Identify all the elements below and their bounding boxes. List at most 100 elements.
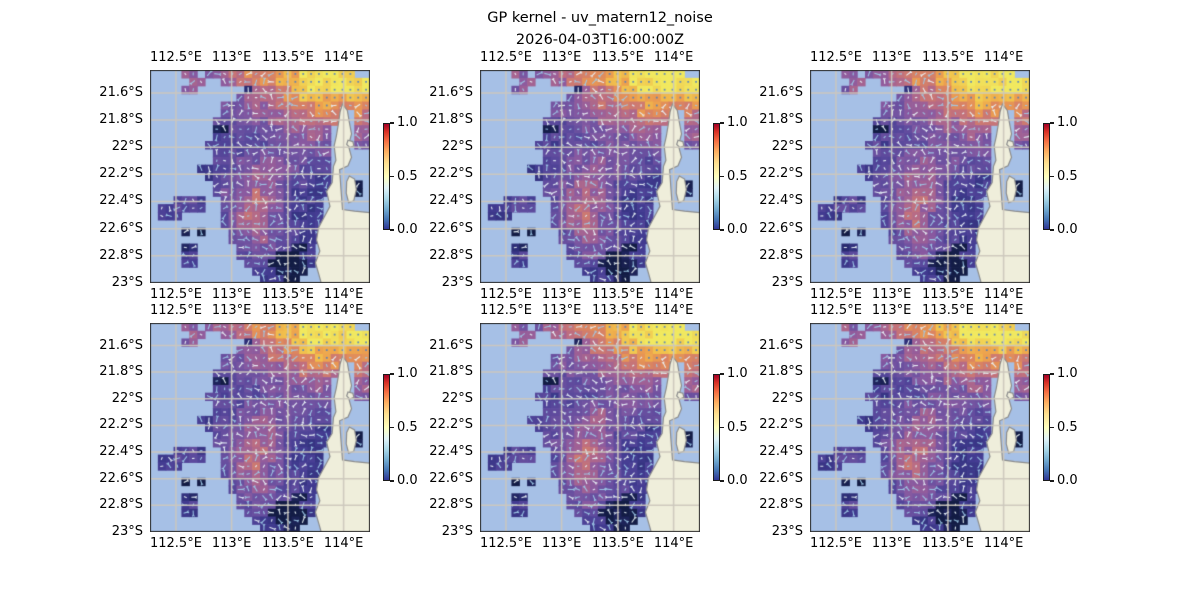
colorbar-tick-label: 0.5 <box>1057 419 1078 435</box>
colorbar-r1c2 <box>1043 374 1050 481</box>
y-tick-label: 22.6°S <box>759 470 803 486</box>
x-tick-label-bottom: 114°E <box>983 287 1024 302</box>
colorbar-tickmark <box>1050 373 1054 375</box>
y-tick-label: 23°S <box>441 274 473 290</box>
colorbar-tick-label: 0.5 <box>727 168 748 184</box>
colorbar-tickmark <box>720 175 724 178</box>
colorbar-r1c1 <box>713 374 720 481</box>
colorbar-tick-label: 1.0 <box>727 115 748 130</box>
y-tick-label: 21.6°S <box>759 85 803 100</box>
x-tick-label-top: 112.5°E <box>479 303 532 318</box>
y-tick-label: 22.4°S <box>99 193 143 209</box>
y-tick-label: 22.6°S <box>99 220 143 236</box>
x-tick-label-bottom: 112.5°E <box>149 287 202 302</box>
colorbar-tickmark <box>390 122 394 124</box>
y-tick-label: 22°S <box>111 139 143 155</box>
y-tick-label: 22.6°S <box>429 220 473 236</box>
y-tick-label: 23°S <box>771 523 803 539</box>
y-tick-label: 23°S <box>771 274 803 290</box>
colorbar-tick-label: 1.0 <box>397 115 418 130</box>
map-plot-r1c1 <box>480 323 700 532</box>
map-plot-r0c1 <box>480 70 700 283</box>
colorbar-tickmark <box>720 229 724 231</box>
x-tick-label-bottom: 113°E <box>541 287 582 302</box>
y-tick-label: 21.6°S <box>759 337 803 353</box>
y-tick-label: 22°S <box>771 139 803 155</box>
y-tick-label: 22.2°S <box>99 417 143 433</box>
x-tick-label-bottom: 112.5°E <box>479 536 532 551</box>
x-tick-label-top: 113°E <box>541 303 582 318</box>
x-tick-label-top: 114°E <box>653 50 694 65</box>
y-tick-label: 22.2°S <box>759 417 803 433</box>
colorbar-tick-label: 0.0 <box>1057 222 1078 237</box>
x-tick-label-top: 113°E <box>541 50 582 65</box>
colorbar-tick-label: 0.5 <box>1057 168 1078 184</box>
colorbar-tick-label: 0.0 <box>727 222 748 237</box>
colorbar-tick-label: 1.0 <box>727 366 748 381</box>
x-tick-label-top: 113°E <box>871 303 912 318</box>
x-tick-label-top: 112.5°E <box>479 50 532 65</box>
y-tick-label: 21.8°S <box>759 364 803 380</box>
colorbar-r0c2 <box>1043 123 1050 230</box>
y-tick-label: 21.6°S <box>99 337 143 353</box>
x-tick-label-top: 113.5°E <box>921 50 974 65</box>
y-tick-label: 22.4°S <box>759 193 803 209</box>
x-tick-label-top: 114°E <box>653 303 694 318</box>
x-tick-label-bottom: 114°E <box>653 287 694 302</box>
x-tick-label-bottom: 114°E <box>323 536 364 551</box>
colorbar-tickmark <box>390 175 394 178</box>
colorbar-tickmark <box>1050 480 1054 482</box>
colorbar-tickmark <box>720 373 724 375</box>
y-tick-label: 22°S <box>441 139 473 155</box>
colorbar-r0c1 <box>713 123 720 230</box>
colorbar-tickmark <box>1050 175 1054 178</box>
y-tick-label: 22°S <box>111 390 143 406</box>
map-plot-r1c2 <box>810 323 1030 532</box>
x-tick-label-bottom: 113°E <box>211 287 252 302</box>
figure-title: GP kernel - uv_matern12_noise <box>487 10 713 26</box>
y-tick-label: 22.6°S <box>429 470 473 486</box>
y-tick-label: 22.8°S <box>429 497 473 513</box>
x-tick-label-top: 112.5°E <box>149 50 202 65</box>
y-tick-label: 22.4°S <box>429 193 473 209</box>
colorbar-tickmark <box>1050 229 1054 231</box>
y-tick-label: 21.6°S <box>99 85 143 100</box>
x-tick-label-top: 113.5°E <box>921 303 974 318</box>
y-tick-label: 22.8°S <box>759 497 803 513</box>
y-tick-label: 22.4°S <box>99 443 143 459</box>
x-tick-label-bottom: 113°E <box>541 536 582 551</box>
colorbar-tickmark <box>390 229 394 231</box>
colorbar-tickmark <box>390 480 394 482</box>
colorbar-tick-label: 0.5 <box>397 168 418 184</box>
x-tick-label-bottom: 114°E <box>653 536 694 551</box>
map-plot-r1c0 <box>150 323 370 532</box>
colorbar-tick-label: 1.0 <box>397 366 418 381</box>
x-tick-label-bottom: 113.5°E <box>261 287 314 302</box>
y-tick-label: 21.8°S <box>429 112 473 128</box>
colorbar-tick-label: 0.0 <box>1057 473 1078 488</box>
x-tick-label-bottom: 113.5°E <box>921 287 974 302</box>
colorbar-tick-label: 1.0 <box>1057 366 1078 381</box>
x-tick-label-bottom: 112.5°E <box>809 287 862 302</box>
x-tick-label-top: 113°E <box>211 50 252 65</box>
x-tick-label-top: 113°E <box>211 303 252 318</box>
y-tick-label: 22.2°S <box>759 166 803 182</box>
x-tick-label-top: 113.5°E <box>261 303 314 318</box>
y-tick-label: 22°S <box>441 390 473 406</box>
figure-subtitle: 2026-04-03T16:00:00Z <box>515 32 685 48</box>
x-tick-label-top: 114°E <box>323 50 364 65</box>
y-tick-label: 21.8°S <box>99 112 143 128</box>
y-tick-label: 21.8°S <box>429 364 473 380</box>
colorbar-tickmark <box>390 426 394 429</box>
x-tick-label-top: 114°E <box>323 303 364 318</box>
x-tick-label-bottom: 114°E <box>983 536 1024 551</box>
colorbar-tick-label: 0.5 <box>727 419 748 435</box>
colorbar-tickmark <box>720 426 724 429</box>
x-tick-label-bottom: 112.5°E <box>149 536 202 551</box>
y-tick-label: 22.4°S <box>429 443 473 459</box>
y-tick-label: 21.8°S <box>99 364 143 380</box>
x-tick-label-top: 113°E <box>871 50 912 65</box>
x-tick-label-top: 113.5°E <box>591 50 644 65</box>
map-plot-r0c0 <box>150 70 370 283</box>
